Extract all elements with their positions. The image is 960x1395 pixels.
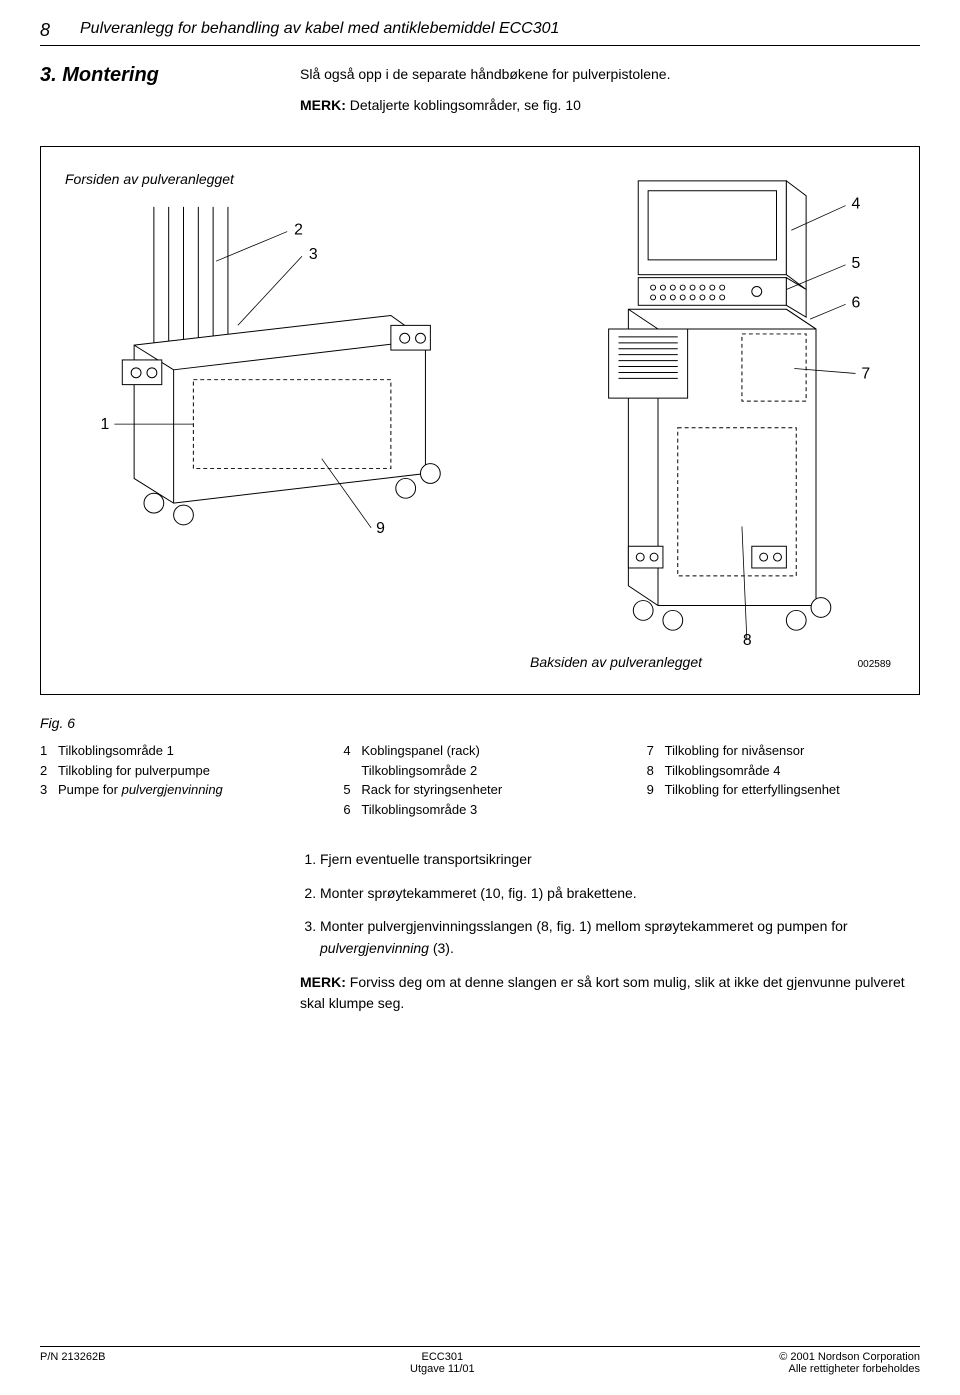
section-heading: 3. Montering bbox=[40, 64, 240, 126]
figure-back: 4 5 6 7 8 Baksiden av pulveranlegget 002… bbox=[500, 171, 895, 670]
instruction-merk: MERK: Forviss deg om at denne slangen er… bbox=[300, 972, 920, 1015]
figure-6-box: Forsiden av pulveranlegget bbox=[40, 146, 920, 695]
intro-line: Slå også opp i de separate håndbøkene fo… bbox=[300, 64, 920, 85]
legend-col-2: 4Koblingspanel (rack) Tilkoblingsområde … bbox=[343, 741, 616, 819]
legend-col-3: 7Tilkobling for nivåsensor 8Tilkoblingso… bbox=[647, 741, 920, 819]
instructions: Fjern eventuelle transportsikringer Mont… bbox=[300, 849, 920, 1015]
page-footer: P/N 213262B ECC301 Utgave 11/01 © 2001 N… bbox=[40, 1346, 920, 1375]
section-body: Slå også opp i de separate håndbøkene fo… bbox=[300, 64, 920, 126]
section-montering: 3. Montering Slå også opp i de separate … bbox=[40, 64, 920, 126]
instruction-3: Monter pulvergjenvinningsslangen (8, fig… bbox=[320, 916, 920, 959]
figure-front-svg: 2 3 1 9 bbox=[65, 197, 460, 536]
callout-9: 9 bbox=[376, 520, 385, 533]
figure-front-caption: Forsiden av pulveranlegget bbox=[65, 171, 460, 187]
legend-item: 6Tilkoblingsområde 3 bbox=[343, 800, 616, 820]
callout-5: 5 bbox=[852, 255, 861, 272]
legend-item: 9Tilkobling for etterfyllingsenhet bbox=[647, 780, 920, 800]
figure-label: Fig. 6 bbox=[40, 715, 920, 731]
callout-3: 3 bbox=[309, 246, 318, 263]
legend-col-1: 1Tilkoblingsområde 1 2Tilkobling for pul… bbox=[40, 741, 313, 819]
merk-label: MERK: bbox=[300, 97, 346, 113]
footer-right: © 2001 Nordson Corporation Alle rettighe… bbox=[779, 1351, 920, 1375]
callout-1: 1 bbox=[101, 416, 110, 433]
callout-6: 6 bbox=[852, 294, 861, 311]
figure-front: Forsiden av pulveranlegget bbox=[65, 171, 460, 536]
page: 8 Pulveranlegg for behandling av kabel m… bbox=[0, 0, 960, 1395]
merk-text: Detaljerte koblingsområder, se fig. 10 bbox=[346, 97, 581, 113]
callout-8: 8 bbox=[743, 632, 752, 645]
figure-legend: Fig. 6 1Tilkoblingsområde 1 2Tilkobling … bbox=[40, 715, 920, 819]
legend-item: 7Tilkobling for nivåsensor bbox=[647, 741, 920, 761]
document-title: Pulveranlegg for behandling av kabel med… bbox=[80, 20, 559, 38]
page-header: 8 Pulveranlegg for behandling av kabel m… bbox=[40, 20, 920, 46]
legend-item: 8Tilkoblingsområde 4 bbox=[647, 761, 920, 781]
merk-label: MERK: bbox=[300, 974, 346, 990]
legend-item: 5Rack for styringsenheter bbox=[343, 780, 616, 800]
instruction-1: Fjern eventuelle transportsikringer bbox=[320, 849, 920, 871]
legend-item: 1Tilkoblingsområde 1 bbox=[40, 741, 313, 761]
legend-item-sub: Tilkoblingsområde 2 bbox=[343, 761, 616, 781]
footer-left: P/N 213262B bbox=[40, 1351, 105, 1375]
legend-item: 2Tilkobling for pulverpumpe bbox=[40, 761, 313, 781]
footer-center: ECC301 Utgave 11/01 bbox=[410, 1351, 475, 1375]
instruction-2: Monter sprøytekammeret (10, fig. 1) på b… bbox=[320, 883, 920, 905]
legend-item: 3Pumpe for pulvergjenvinning bbox=[40, 780, 313, 800]
legend-item: 4Koblingspanel (rack) bbox=[343, 741, 616, 761]
figure-annotation-id: 002589 bbox=[858, 659, 895, 670]
merk-line: MERK: Detaljerte koblingsområder, se fig… bbox=[300, 95, 920, 116]
figure-back-svg: 4 5 6 7 8 bbox=[500, 171, 895, 648]
figure-back-caption: Baksiden av pulveranlegget bbox=[500, 654, 858, 670]
callout-4: 4 bbox=[852, 196, 861, 213]
callout-7: 7 bbox=[861, 365, 870, 382]
page-number: 8 bbox=[40, 20, 80, 41]
merk-text: Forviss deg om at denne slangen er så ko… bbox=[300, 974, 905, 1012]
figure-6-inner: Forsiden av pulveranlegget bbox=[65, 171, 895, 670]
callout-2: 2 bbox=[294, 222, 303, 239]
